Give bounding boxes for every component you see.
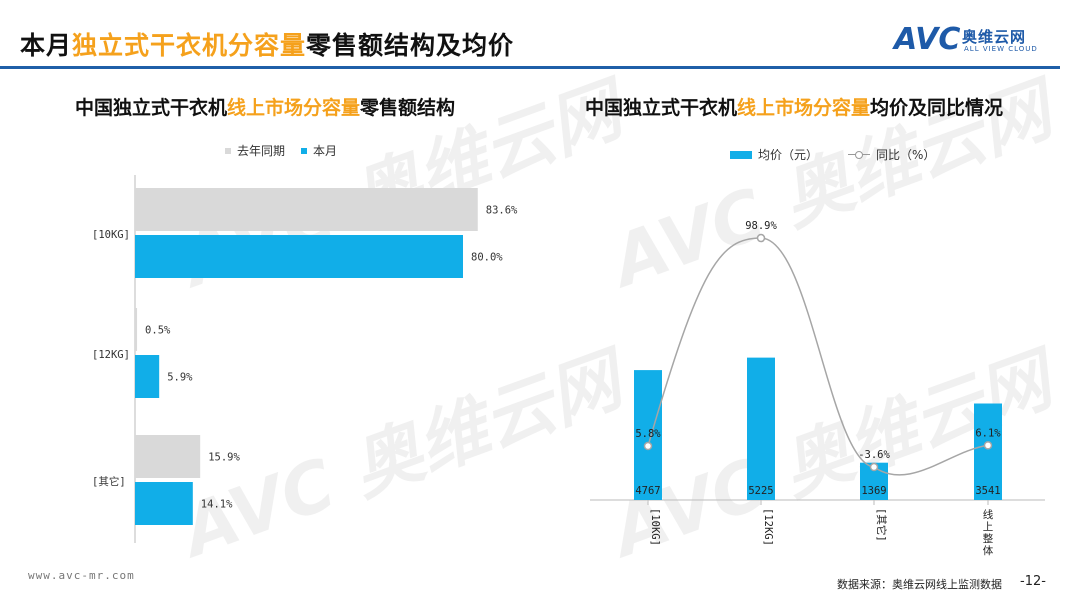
price-bar — [747, 357, 775, 500]
yoy-value-label: -3.6% — [858, 449, 890, 461]
legend-swatch-yoy — [848, 150, 871, 160]
left-title-pre: 中国独立式干衣机 — [75, 97, 228, 119]
right-title-pre: 中国独立式干衣机 — [585, 97, 738, 119]
title-post: 零售额结构及均价 — [306, 31, 515, 60]
left-legend: 去年同期 本月 — [225, 142, 337, 159]
legend-item-price: 均价（元） — [730, 146, 818, 163]
title-rule — [0, 66, 1060, 69]
bar-value-label: 80.0% — [471, 252, 503, 264]
bar-previous — [135, 435, 201, 478]
right-combo-chart: 4767 5225 1369 3541 [10KG] [12KG] [其它] 线上整体 5.8%… — [590, 220, 1045, 557]
bar-current — [135, 482, 193, 525]
bar-value-label: 83.6% — [486, 205, 518, 217]
legend-swatch-previous — [225, 147, 231, 154]
left-chart-title: 中国独立式干衣机线上市场分容量零售额结构 — [75, 93, 455, 120]
bar-value-label: 0.5% — [145, 325, 171, 337]
bar-current — [135, 235, 463, 278]
category-label: [其它] — [92, 475, 126, 488]
right-legend: 均价（元） 同比（%） — [730, 146, 935, 163]
logo-name-en: ALL VIEW CLOUD — [964, 45, 1038, 53]
category-label: [12KG] — [92, 349, 130, 361]
logo-mark: AVC — [894, 22, 961, 57]
avc-logo: AVC 奥维云网 ALL VIEW CLOUD — [894, 22, 1064, 62]
x-category-label: [其它] — [875, 508, 888, 542]
bar-value-label: 5.9% — [167, 372, 193, 384]
page-title: 本月独立式干衣机分容量零售额结构及均价 — [20, 26, 514, 62]
bar-value-label: 15.9% — [208, 452, 240, 464]
yoy-value-label: 5.8% — [635, 428, 661, 440]
legend-item-current: 本月 — [301, 142, 337, 159]
yoy-value-label: 98.9% — [745, 220, 777, 232]
right-title-post: 均价及同比情况 — [870, 97, 1004, 119]
legend-item-previous: 去年同期 — [225, 142, 285, 159]
yoy-point — [983, 441, 993, 450]
title-highlight: 独立式干衣机分容量 — [72, 31, 307, 60]
category-label: [10KG] — [92, 229, 130, 241]
price-bar — [974, 403, 1002, 500]
yoy-point — [756, 233, 766, 243]
legend-swatch-current — [301, 147, 308, 154]
bar-current — [135, 355, 160, 398]
bar-value-label: 14.1% — [201, 499, 233, 511]
x-category-label: 线上整体 — [983, 508, 994, 557]
right-title-hl: 线上市场分容量 — [737, 97, 871, 119]
logo-name-cn: 奥维云网 — [962, 28, 1027, 46]
x-category-label: [12KG] — [762, 508, 774, 546]
legend-label-yoy: 同比（%） — [876, 148, 936, 162]
data-source: 数据来源：奥维云网线上监测数据 — [837, 578, 1002, 591]
bar-previous — [135, 188, 478, 231]
left-bar-chart: 83.6% 80.0% [10KG] 0.5% 5.9% [12KG] 15.9% 14.1%… — [92, 175, 518, 543]
price-bar — [634, 370, 662, 500]
page-number: -12- — [1020, 574, 1046, 589]
price-value-label: 5225 — [748, 485, 773, 497]
legend-swatch-price — [730, 150, 752, 159]
yoy-value-label: 6.1% — [975, 427, 1001, 439]
title-pre: 本月 — [20, 31, 73, 60]
legend-item-yoy: 同比（%） — [848, 146, 935, 163]
price-value-label: 3541 — [975, 485, 1000, 497]
yoy-line — [647, 237, 989, 476]
price-value-label: 4767 — [635, 485, 660, 497]
legend-label-current: 本月 — [313, 144, 338, 158]
left-title-hl: 线上市场分容量 — [227, 97, 361, 119]
yoy-point — [869, 462, 879, 472]
x-category-label: [10KG] — [649, 508, 661, 546]
left-title-post: 零售额结构 — [360, 97, 456, 119]
price-value-label: 1369 — [861, 485, 886, 497]
footer-url: www.avc-mr.com — [28, 569, 135, 582]
bar-previous — [135, 308, 138, 351]
right-chart-title: 中国独立式干衣机线上市场分容量均价及同比情况 — [585, 93, 1003, 120]
legend-label-price: 均价（元） — [758, 148, 819, 162]
yoy-point — [643, 441, 653, 451]
legend-label-previous: 去年同期 — [237, 144, 286, 158]
